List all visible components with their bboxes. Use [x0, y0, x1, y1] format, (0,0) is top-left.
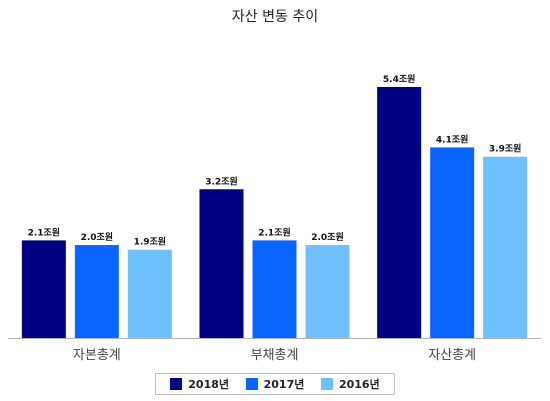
- bar-자본총계-2017년[interactable]: [74, 245, 119, 338]
- chart-title: 자산 변동 추이: [231, 9, 319, 25]
- x-tick-label-자산총계: 자산총계: [428, 348, 476, 363]
- legend-swatch-2017: [245, 378, 258, 390]
- data-label-자본총계-2018년: 2.1조원: [28, 226, 61, 238]
- legend-swatch-2018: [170, 378, 183, 390]
- legend-swatch-2016: [320, 378, 333, 390]
- x-tick-label-자본총계: 자본총계: [73, 348, 121, 363]
- legend-item-2018[interactable]: 2018년: [170, 376, 229, 392]
- data-label-자본총계-2016년: 1.9조원: [134, 236, 167, 248]
- legend-label-2017: 2017년: [263, 378, 305, 391]
- bar-부채총계-2016년[interactable]: [305, 245, 350, 338]
- legend-label-2016: 2016년: [338, 378, 380, 391]
- bar-부채총계-2018년[interactable]: [199, 189, 244, 338]
- legend: 2018년 2017년 2016년: [155, 373, 395, 395]
- bar-부채총계-2017년[interactable]: [252, 240, 297, 338]
- data-label-자산총계-2016년: 3.9조원: [489, 143, 522, 155]
- legend-item-2016[interactable]: 2016년: [320, 376, 380, 392]
- data-label-자산총계-2017년: 4.1조원: [436, 133, 469, 145]
- legend-label-2018: 2018년: [188, 378, 230, 391]
- data-label-부채총계-2018년: 3.2조원: [205, 175, 238, 187]
- bar-자산총계-2016년[interactable]: [483, 156, 528, 338]
- bar-자산총계-2018년[interactable]: [377, 87, 422, 338]
- data-label-자산총계-2018년: 5.4조원: [383, 73, 416, 85]
- legend-item-2017[interactable]: 2017년: [245, 376, 305, 392]
- bar-자본총계-2016년[interactable]: [127, 249, 172, 338]
- data-label-자본총계-2017년: 2.0조원: [81, 231, 114, 243]
- x-tick-label-부채총계: 부채총계: [251, 348, 299, 363]
- data-label-부채총계-2016년: 2.0조원: [311, 231, 344, 243]
- bar-자본총계-2018년[interactable]: [21, 240, 66, 338]
- bar-자산총계-2017년[interactable]: [430, 147, 475, 338]
- data-label-부채총계-2017년: 2.1조원: [258, 226, 291, 238]
